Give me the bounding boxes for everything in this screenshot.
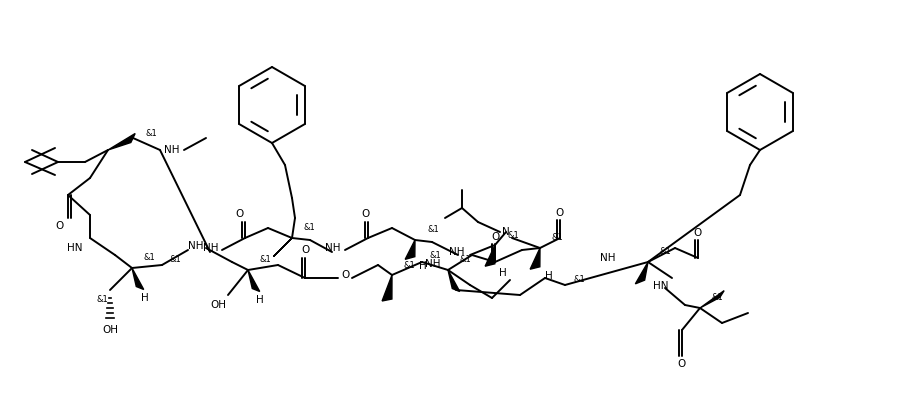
Text: &1: &1 xyxy=(404,261,416,269)
Text: O: O xyxy=(556,208,564,218)
Text: &1: &1 xyxy=(304,223,316,233)
Text: HN: HN xyxy=(652,281,668,291)
Text: &1: &1 xyxy=(146,128,158,138)
Text: H: H xyxy=(545,271,553,281)
Text: O: O xyxy=(301,245,309,255)
Text: OH: OH xyxy=(102,325,118,335)
Text: &1: &1 xyxy=(260,255,272,265)
Text: O: O xyxy=(491,232,499,242)
Text: &1: &1 xyxy=(96,296,108,304)
Polygon shape xyxy=(448,270,459,292)
Text: O: O xyxy=(694,228,702,238)
Text: O: O xyxy=(341,270,349,280)
Text: O: O xyxy=(56,221,64,231)
Text: O: O xyxy=(361,209,369,219)
Text: O: O xyxy=(678,359,686,369)
Polygon shape xyxy=(132,268,144,290)
Text: O: O xyxy=(236,209,244,219)
Polygon shape xyxy=(382,275,392,301)
Polygon shape xyxy=(248,270,260,292)
Text: &1: &1 xyxy=(712,294,724,302)
Text: NH: NH xyxy=(448,247,464,257)
Text: HN: HN xyxy=(68,243,83,253)
Text: NH: NH xyxy=(164,145,179,155)
Text: OH: OH xyxy=(210,300,226,310)
Polygon shape xyxy=(485,245,495,266)
Polygon shape xyxy=(700,290,724,308)
Text: NH: NH xyxy=(601,253,616,263)
Text: &1: &1 xyxy=(552,233,564,243)
Text: H: H xyxy=(419,261,427,271)
Text: &1: &1 xyxy=(144,253,156,263)
Text: H: H xyxy=(499,268,506,278)
Text: &1: &1 xyxy=(170,255,182,265)
Text: &1: &1 xyxy=(660,247,671,257)
Text: &1: &1 xyxy=(427,225,439,235)
Text: NH: NH xyxy=(203,243,218,253)
Text: H: H xyxy=(256,295,264,305)
Text: &1: &1 xyxy=(507,231,519,239)
Text: &1: &1 xyxy=(430,251,442,261)
Text: N: N xyxy=(502,227,510,237)
Text: NH: NH xyxy=(324,243,340,253)
Text: &1: &1 xyxy=(574,275,586,284)
Text: H: H xyxy=(141,293,149,303)
Text: NH: NH xyxy=(425,259,440,269)
Text: &1: &1 xyxy=(460,255,472,265)
Polygon shape xyxy=(530,248,540,269)
Polygon shape xyxy=(274,238,292,257)
Polygon shape xyxy=(635,262,648,284)
Polygon shape xyxy=(405,240,415,259)
Text: NH: NH xyxy=(188,241,204,251)
Polygon shape xyxy=(108,134,135,150)
